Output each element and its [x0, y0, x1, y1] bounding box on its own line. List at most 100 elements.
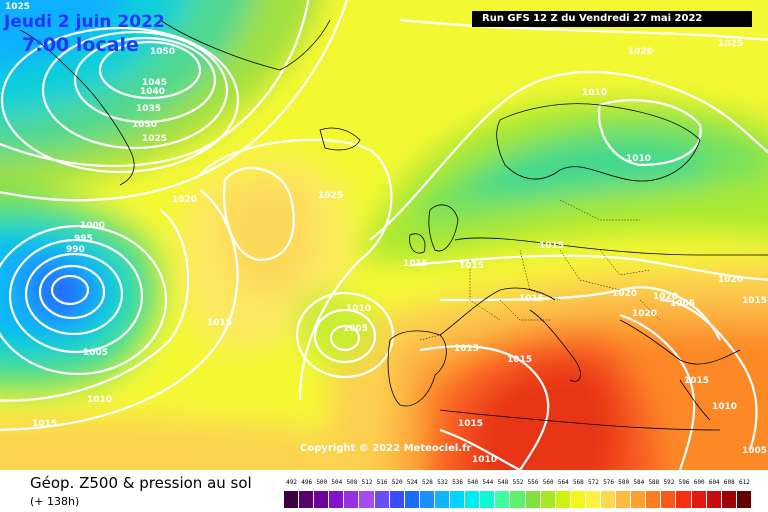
run-banner: Run GFS 12 Z du Vendredi 27 mai 2022 — [472, 11, 752, 27]
scale-label: 540 — [467, 479, 479, 486]
scale-swatch — [359, 491, 375, 508]
scale-label: 496 — [301, 479, 313, 486]
scale-label: 536 — [452, 479, 464, 486]
isobar-label: 1005 — [742, 446, 768, 456]
geopotential-field — [0, 0, 768, 470]
scale-swatch — [585, 491, 601, 508]
scale-label: 600 — [693, 479, 705, 486]
isobar-label: 1010 — [346, 304, 372, 314]
isobar-label: 1035 — [136, 104, 162, 114]
scale-swatch — [616, 491, 632, 508]
scale-swatch — [706, 491, 722, 508]
scale-label: 612 — [739, 479, 750, 486]
scale-swatch — [404, 491, 420, 508]
scale-swatch — [344, 491, 360, 508]
isobar-label: 990 — [66, 245, 85, 255]
isobar-label: 1015 — [454, 344, 480, 354]
scale-label: 560 — [542, 479, 554, 486]
scale-swatch — [600, 491, 617, 508]
isobar-label: 1025 — [142, 134, 168, 144]
scale-swatch — [646, 491, 662, 508]
scale-label: 572 — [588, 479, 599, 486]
isobar-label: 1000 — [80, 221, 106, 231]
scale-swatch — [540, 491, 556, 508]
isobar-label: 1005 — [343, 324, 369, 334]
scale-label: 604 — [708, 479, 720, 486]
scale-swatch — [314, 491, 330, 508]
isobar-label: 1010 — [712, 402, 738, 412]
scale-swatch — [631, 491, 647, 508]
isobar-label: 1015 — [403, 259, 429, 269]
scale-swatch — [465, 491, 481, 508]
scale-swatch — [495, 491, 511, 508]
scale-label: 568 — [572, 479, 584, 486]
isobar-label: 1015 — [459, 261, 485, 271]
scale-label: 544 — [482, 479, 494, 486]
isobar-label: 1015 — [684, 376, 710, 386]
product-title: Géop. Z500 & pression au sol — [30, 474, 252, 492]
scale-label: 588 — [648, 479, 660, 486]
weather-map: 1025 1050 1045 1040 1035 1030 1025 1020 … — [0, 0, 768, 470]
isobar-label: 1040 — [140, 87, 166, 97]
scale-label: 512 — [361, 479, 373, 486]
isobar-label: 1015 — [742, 296, 768, 306]
scale-label: 584 — [633, 479, 645, 486]
scale-label: 596 — [678, 479, 690, 486]
scale-label: 504 — [331, 479, 343, 486]
valid-date: Jeudi 2 juin 2022 — [4, 12, 165, 32]
scale-label: 556 — [527, 479, 539, 486]
scale-swatch — [450, 491, 466, 508]
color-scale-labels: 492 496 500 504 508 512 516 520 524 528 532 536 540 5… — [284, 479, 764, 488]
scale-label: 508 — [346, 479, 358, 486]
scale-swatch — [510, 491, 526, 508]
scale-swatch — [299, 491, 315, 508]
z500-shading — [0, 0, 768, 470]
copyright-notice: Copyright © 2022 Meteociel.fr — [300, 443, 472, 454]
isobar-label: 1045 — [142, 78, 168, 88]
scale-label: 608 — [723, 479, 735, 486]
scale-label: 592 — [663, 479, 675, 486]
isobar-label: 1015 — [507, 355, 533, 365]
isobar-label: 1015 — [32, 419, 58, 429]
scale-label: 576 — [603, 479, 614, 486]
isobar-label: 1010 — [626, 154, 652, 164]
scale-label: 580 — [618, 479, 630, 486]
scale-label: 548 — [497, 479, 509, 486]
isobar-label: 1015 — [539, 241, 565, 251]
valid-time: 7:00 locale — [22, 34, 139, 56]
scale-swatch — [736, 491, 752, 508]
isobar-label: 1020 — [612, 289, 638, 299]
borders — [419, 199, 661, 341]
isobar-label: 1005 — [83, 348, 109, 358]
isobar-label: 1030 — [132, 120, 158, 130]
isobar-label: 1020 — [172, 195, 198, 205]
isobar-label: 1020 — [632, 309, 658, 319]
scale-label: 552 — [512, 479, 524, 486]
scale-swatch — [434, 491, 451, 508]
scale-swatch — [525, 491, 541, 508]
scale-swatch — [661, 491, 677, 508]
isobar-label: 1010 — [87, 395, 113, 405]
isobar-lines — [0, 0, 768, 470]
scale-label: 524 — [406, 479, 418, 486]
legend-footer: Géop. Z500 & pression au sol (+ 138h) 49… — [0, 470, 768, 512]
isobar-label: 1010 — [472, 455, 498, 465]
scale-label: 492 — [286, 479, 297, 486]
isobar-label: 1015 — [458, 419, 484, 429]
isobar-label: 1005 — [670, 299, 696, 309]
isobar-label: 1020 — [628, 47, 654, 57]
isobar-label: 995 — [74, 234, 93, 244]
scale-swatch — [555, 491, 571, 508]
scale-swatch — [389, 491, 405, 508]
scale-label: 532 — [437, 479, 448, 486]
isobar-label: 1025 — [718, 39, 744, 49]
scale-label: 520 — [391, 479, 403, 486]
isobar-label: 1010 — [582, 88, 608, 98]
scale-swatch — [419, 491, 435, 508]
scale-swatch — [374, 491, 390, 508]
coastlines — [19, 19, 768, 431]
isobar-label: 1050 — [150, 47, 176, 57]
scale-swatch — [691, 491, 707, 508]
isobar-label: 1015 — [519, 294, 545, 304]
scale-swatch — [570, 491, 586, 508]
